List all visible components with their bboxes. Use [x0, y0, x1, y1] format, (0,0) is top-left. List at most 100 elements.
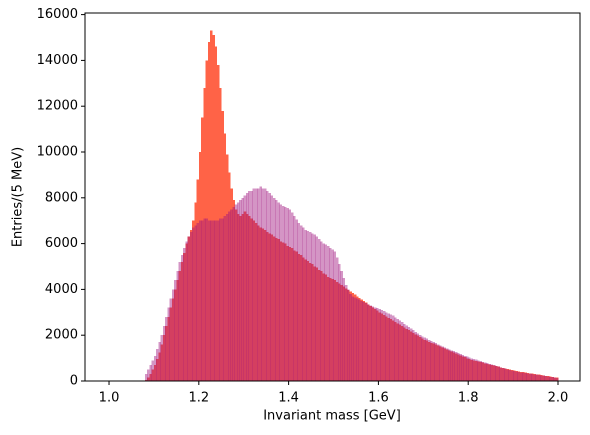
histogram-bar — [185, 243, 188, 381]
histogram-bar — [313, 234, 316, 381]
histogram-bar — [405, 328, 408, 381]
histogram-bar — [223, 133, 227, 381]
x-axis-label: Invariant mass [GeV] — [263, 409, 401, 424]
histogram-bar — [405, 325, 408, 381]
histogram-bar — [219, 87, 222, 382]
histogram-bar — [362, 301, 366, 381]
y-tick-label: 4000 — [45, 282, 78, 297]
histogram-bar — [546, 376, 550, 381]
histogram-bar — [508, 370, 512, 381]
histogram-bar — [216, 220, 220, 381]
histogram-bar — [340, 271, 343, 381]
histogram-bar — [315, 267, 319, 381]
histogram-bar — [277, 239, 280, 381]
histogram-bar — [241, 197, 245, 381]
y-tick-label: 8000 — [45, 190, 78, 205]
histogram-bar — [443, 347, 447, 381]
histogram-bar — [546, 376, 550, 381]
histogram-bar — [329, 248, 332, 381]
histogram-bar — [506, 369, 509, 381]
histogram-bar — [537, 375, 541, 381]
histogram-bar — [418, 334, 422, 381]
histogram-bar — [391, 320, 395, 381]
histogram-bar — [156, 348, 159, 381]
histogram-bar — [326, 245, 330, 381]
histogram-bar — [156, 359, 159, 381]
histogram-bar — [461, 354, 465, 381]
histogram-bar — [196, 222, 200, 381]
histogram-bar — [371, 307, 375, 381]
histogram-bar — [483, 362, 487, 381]
plot-area — [144, 30, 559, 382]
histogram-bar — [456, 354, 460, 381]
histogram-bar — [198, 152, 202, 381]
histogram-bar — [477, 360, 480, 381]
histogram-bar — [488, 363, 491, 381]
histogram-bar — [340, 285, 343, 381]
histogram-bar — [272, 197, 276, 381]
histogram-bar — [313, 266, 316, 381]
histogram-bar — [290, 212, 294, 381]
histogram-bar — [192, 227, 195, 381]
histogram-bar — [515, 371, 518, 381]
histogram-bar — [378, 308, 381, 381]
histogram-bar — [456, 353, 460, 381]
histogram-bar — [207, 220, 211, 381]
y-tick-label: 14000 — [37, 53, 78, 68]
histogram-bar — [228, 172, 231, 381]
histogram-bar — [472, 359, 476, 381]
histogram-bar — [192, 220, 195, 381]
histogram-bar — [299, 225, 303, 381]
histogram-bar — [501, 367, 505, 381]
histogram-bar — [414, 334, 417, 381]
histogram-bar — [297, 222, 301, 381]
histogram-bar — [535, 374, 539, 381]
histogram-bar — [513, 371, 516, 381]
histogram-bar — [324, 274, 328, 381]
histogram-bar — [504, 368, 507, 381]
histogram-bar — [194, 225, 197, 381]
y-axis-label: Entries/(5 MeV) — [11, 147, 26, 247]
histogram-bar — [174, 289, 177, 381]
histogram-bar — [196, 179, 200, 381]
histogram-bar — [214, 220, 218, 381]
histogram-bar — [544, 376, 548, 381]
histogram-bar — [367, 304, 370, 381]
histogram-bar — [171, 289, 175, 381]
x-tick-label: 1.6 — [368, 391, 389, 406]
histogram-bar — [430, 342, 433, 381]
histogram-bar — [542, 375, 545, 381]
histogram-bar — [243, 211, 247, 381]
histogram-bar — [198, 220, 202, 381]
histogram-bar — [479, 361, 482, 381]
histogram-bar — [281, 242, 285, 381]
histogram-bar — [492, 365, 496, 381]
histogram-bar — [286, 245, 289, 381]
histogram-bar — [490, 364, 494, 381]
histogram-bar — [486, 363, 489, 381]
histogram-bar — [479, 362, 482, 381]
histogram-bar — [355, 298, 359, 381]
histogram-bar — [245, 193, 249, 381]
histogram-bar — [245, 213, 249, 381]
histogram-bar — [257, 225, 260, 381]
histogram-bar — [414, 331, 417, 381]
histogram-bar — [540, 375, 543, 381]
histogram-bar — [499, 367, 503, 381]
histogram-bar — [430, 340, 433, 381]
histogram-bar — [533, 373, 536, 381]
histogram-bar — [322, 243, 325, 381]
histogram-bar — [344, 288, 348, 381]
histogram-bar — [499, 367, 503, 381]
histogram-bar — [180, 255, 184, 381]
histogram-bar — [317, 269, 321, 381]
histogram-bar — [517, 371, 521, 381]
histogram-bar — [201, 220, 204, 381]
histogram-bar — [398, 324, 402, 381]
histogram-bar — [342, 277, 346, 381]
histogram-bar — [306, 260, 310, 381]
histogram-bar — [373, 307, 377, 381]
histogram-bar — [360, 299, 363, 381]
histogram-bar — [463, 357, 467, 381]
